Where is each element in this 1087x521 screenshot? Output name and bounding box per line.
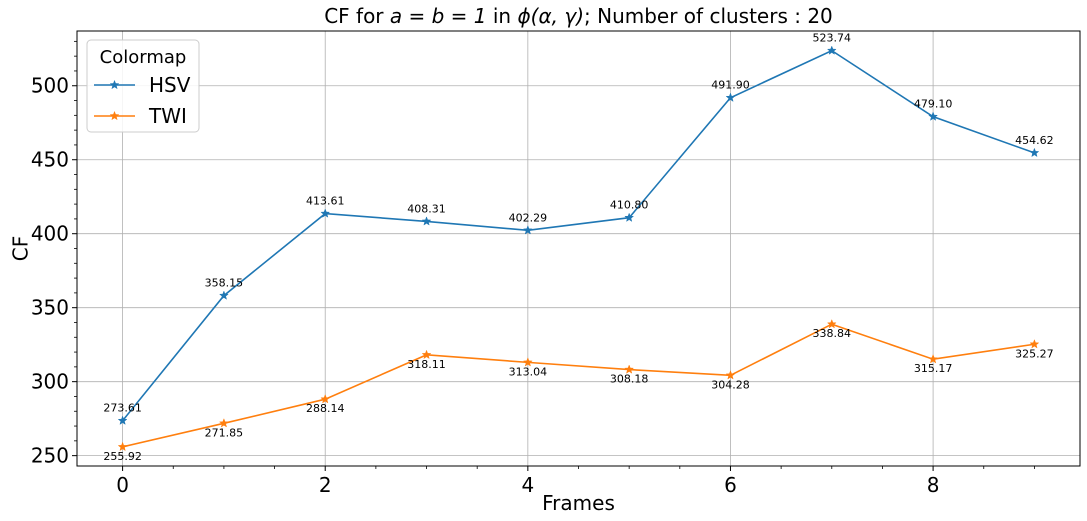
legend-marker (109, 110, 120, 121)
data-label: 491.90 (711, 79, 750, 92)
data-point (218, 418, 229, 428)
data-label: 325.27 (1015, 347, 1054, 360)
x-axis-label: Frames (542, 491, 615, 515)
data-label: 271.85 (205, 426, 244, 439)
legend-box (86, 39, 200, 133)
data-label: 288.14 (306, 402, 345, 415)
data-point (218, 290, 229, 300)
data-point (522, 357, 533, 367)
data-point (928, 111, 939, 121)
series-line-twi (122, 323, 1035, 448)
data-label: 338.84 (813, 327, 852, 340)
data-point (826, 45, 837, 55)
x-tick-label: 0 (116, 473, 129, 497)
y-tick-label: 250 (31, 444, 69, 468)
data-point (725, 92, 736, 102)
data-label: 410.80 (610, 199, 649, 212)
legend: Colormap HSV TWI (86, 39, 200, 133)
data-label: 523.74 (813, 32, 852, 45)
y-tick-label: 400 (31, 222, 69, 246)
data-label: 454.62 (1015, 134, 1054, 147)
data-labels: 273.61 358.15 413.61 408.31 402.29 410.80 491.… (103, 32, 1053, 463)
y-tick-label: 350 (31, 296, 69, 320)
data-label: 413.61 (306, 195, 345, 208)
data-label: 308.18 (610, 373, 649, 386)
grid (77, 31, 1080, 466)
data-point (1029, 339, 1040, 349)
x-tick-label: 2 (319, 473, 332, 497)
data-label: 408.31 (407, 202, 446, 215)
x-tick-label: 6 (724, 473, 737, 497)
data-point (421, 216, 432, 226)
data-label: 304.28 (711, 378, 750, 391)
data-point (522, 225, 533, 235)
data-point (826, 318, 837, 329)
data-point (117, 441, 128, 452)
data-point (624, 364, 635, 374)
y-tick-label: 450 (31, 148, 69, 172)
data-label: 273.61 (103, 402, 142, 415)
x-tick-label: 4 (521, 473, 534, 497)
data-point (725, 370, 736, 380)
data-label: 479.10 (914, 98, 953, 111)
axis-ticks: 0 2 4 6 8 250 300 350 400 450 500 (31, 40, 1035, 497)
data-point (117, 415, 128, 425)
legend-entries: HSV TWI (94, 73, 191, 128)
y-tick-label: 300 (31, 370, 69, 394)
data-label: 358.15 (205, 277, 244, 290)
x-tick-label: 8 (927, 473, 940, 497)
legend-entry: TWI (94, 104, 187, 128)
data-label: 318.11 (407, 358, 446, 371)
data-point (421, 349, 432, 360)
data-label: 402.29 (509, 211, 548, 224)
y-axis-label: CF (9, 236, 33, 261)
plot-frame (76, 30, 1081, 467)
data-label: 313.04 (509, 365, 548, 378)
data-label: 255.92 (103, 450, 142, 463)
legend-title: Colormap (100, 47, 187, 68)
data-point (928, 354, 939, 364)
data-point (320, 208, 331, 218)
data-point (1029, 147, 1040, 158)
legend-label: TWI (148, 104, 187, 128)
data-point (624, 212, 635, 222)
y-tick-label: 500 (31, 74, 69, 98)
data-point (320, 394, 331, 404)
data-label: 315.17 (914, 362, 953, 375)
legend-entry: HSV (94, 73, 191, 97)
legend-label: HSV (149, 73, 191, 97)
legend-marker (109, 79, 120, 90)
series-layer (117, 45, 1040, 452)
series-line-hsv (121, 49, 1035, 422)
chart-title: CF for a = b = 1 in ϕ(α, γ); Number of c… (324, 4, 833, 28)
